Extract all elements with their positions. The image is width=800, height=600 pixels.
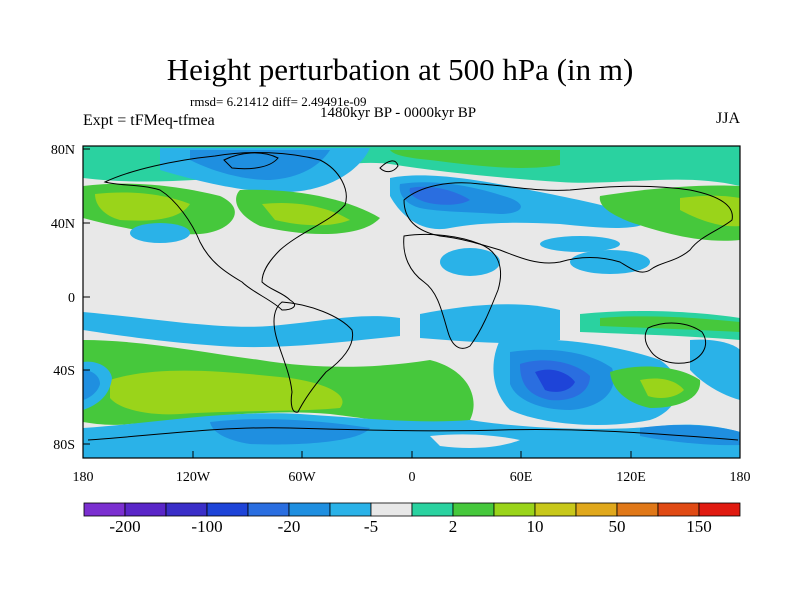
colorbar-swatch	[124, 502, 167, 517]
stats-text: rmsd= 6.21412 diff= 2.49491e-09	[190, 94, 367, 109]
period-text: 1480kyr BP - 0000kyr BP	[320, 105, 477, 121]
colorbar-label: 2	[449, 517, 458, 536]
lon-tick-label: 60W	[288, 470, 316, 485]
colorbar-label: -200	[109, 517, 140, 536]
colorbar-label: -5	[364, 517, 378, 536]
colorbar-swatch	[493, 502, 536, 517]
colorbar-swatch	[247, 502, 290, 517]
colorbar-swatch	[698, 502, 741, 517]
lon-tick-label: 60E	[510, 470, 533, 485]
colorbar-swatch	[657, 502, 700, 517]
colorbar-swatch	[83, 502, 126, 517]
lon-tick-label: 120E	[616, 470, 646, 485]
colorbar-swatch	[411, 502, 454, 517]
colorbar-swatch	[165, 502, 208, 517]
colorbar-label: 10	[527, 517, 544, 536]
lat-tick-label: 40S	[53, 364, 75, 379]
lat-axis: 80N 40N 0 40S 80S	[51, 143, 90, 453]
experiment-label: Expt = tFMeq-tfmea	[83, 112, 215, 129]
lon-tick-label: 180	[730, 470, 751, 485]
colorbar-swatch	[329, 502, 372, 517]
lat-tick-label: 80S	[53, 438, 75, 453]
coastlines	[87, 152, 739, 441]
lat-tick-label: 80N	[51, 143, 75, 158]
colorbar-swatch	[206, 502, 249, 517]
colorbar-swatch	[575, 502, 618, 517]
colorbar-label: 50	[609, 517, 626, 536]
colorbar-swatch	[452, 502, 495, 517]
lon-tick-label: 180	[73, 470, 94, 485]
season-label: JJA	[715, 110, 740, 127]
colorbar-swatch	[534, 502, 577, 517]
lon-axis: 180 120W 60W 0 60E 120E 180	[73, 451, 751, 485]
lon-tick-label: 0	[409, 470, 416, 485]
colorbar-labels: -200 -100 -20 -5 2 10 50 150	[109, 517, 711, 536]
colorbar-label: -100	[191, 517, 222, 536]
lat-tick-label: 40N	[51, 217, 75, 232]
map-title: Height perturbation at 500 hPa (in m)	[166, 52, 634, 87]
colorbar-label: -20	[278, 517, 301, 536]
colorbar	[83, 502, 741, 517]
lat-tick-label: 0	[68, 291, 75, 306]
colorbar-label: 150	[686, 517, 712, 536]
contour-fill	[83, 146, 740, 458]
lon-tick-label: 120W	[176, 470, 211, 485]
colorbar-swatch	[370, 502, 413, 517]
colorbar-swatch	[288, 502, 331, 517]
colorbar-swatch	[616, 502, 659, 517]
